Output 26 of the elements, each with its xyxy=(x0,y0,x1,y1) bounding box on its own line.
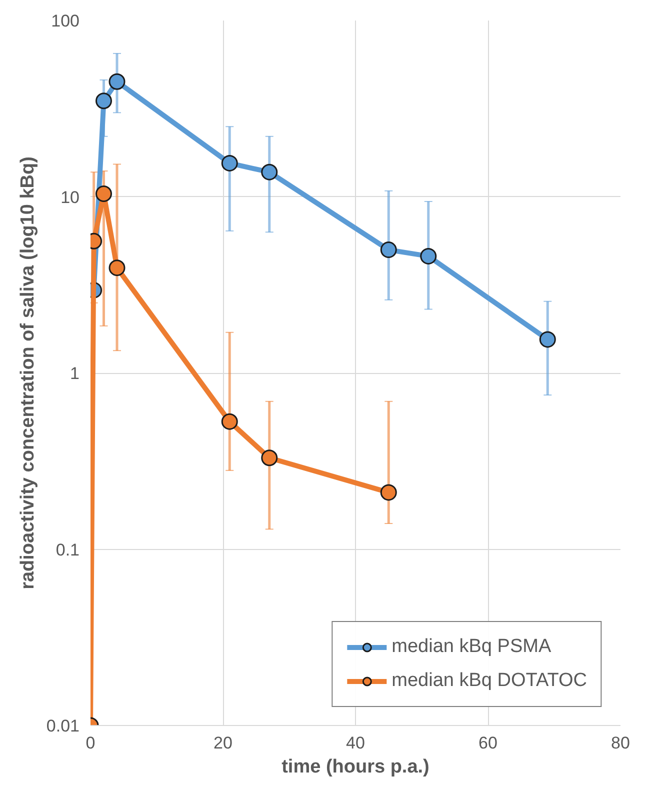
x-axis-title: time (hours p.a.) xyxy=(282,756,430,778)
legend-label: median kBq PSMA xyxy=(392,636,552,658)
x-tick-label: 0 xyxy=(86,734,96,752)
x-tick-label: 40 xyxy=(346,734,365,752)
x-tick-label: 60 xyxy=(478,734,498,752)
point xyxy=(221,154,238,172)
point xyxy=(221,413,238,430)
y-tick-label: 100 xyxy=(51,12,80,30)
point xyxy=(108,260,126,276)
y-tick-label: 0.01 xyxy=(46,716,80,736)
point xyxy=(96,92,112,110)
point xyxy=(380,484,397,501)
x-tick-label: 20 xyxy=(214,734,232,752)
y-tick-label: 1 xyxy=(70,364,80,383)
point xyxy=(96,186,112,202)
x-tick-label: 80 xyxy=(611,734,630,752)
point xyxy=(108,73,126,90)
y-axis-title: radioactivity concentration of saliva (log10 kBq) xyxy=(17,156,38,590)
point xyxy=(261,164,278,180)
legend-label: median kBq DOTATOC xyxy=(392,670,587,692)
y-tick-label: 10 xyxy=(60,188,80,207)
point xyxy=(380,242,397,258)
point xyxy=(539,331,556,348)
y-tick-label: 0.1 xyxy=(56,540,80,560)
point xyxy=(420,248,437,264)
point xyxy=(261,450,278,466)
